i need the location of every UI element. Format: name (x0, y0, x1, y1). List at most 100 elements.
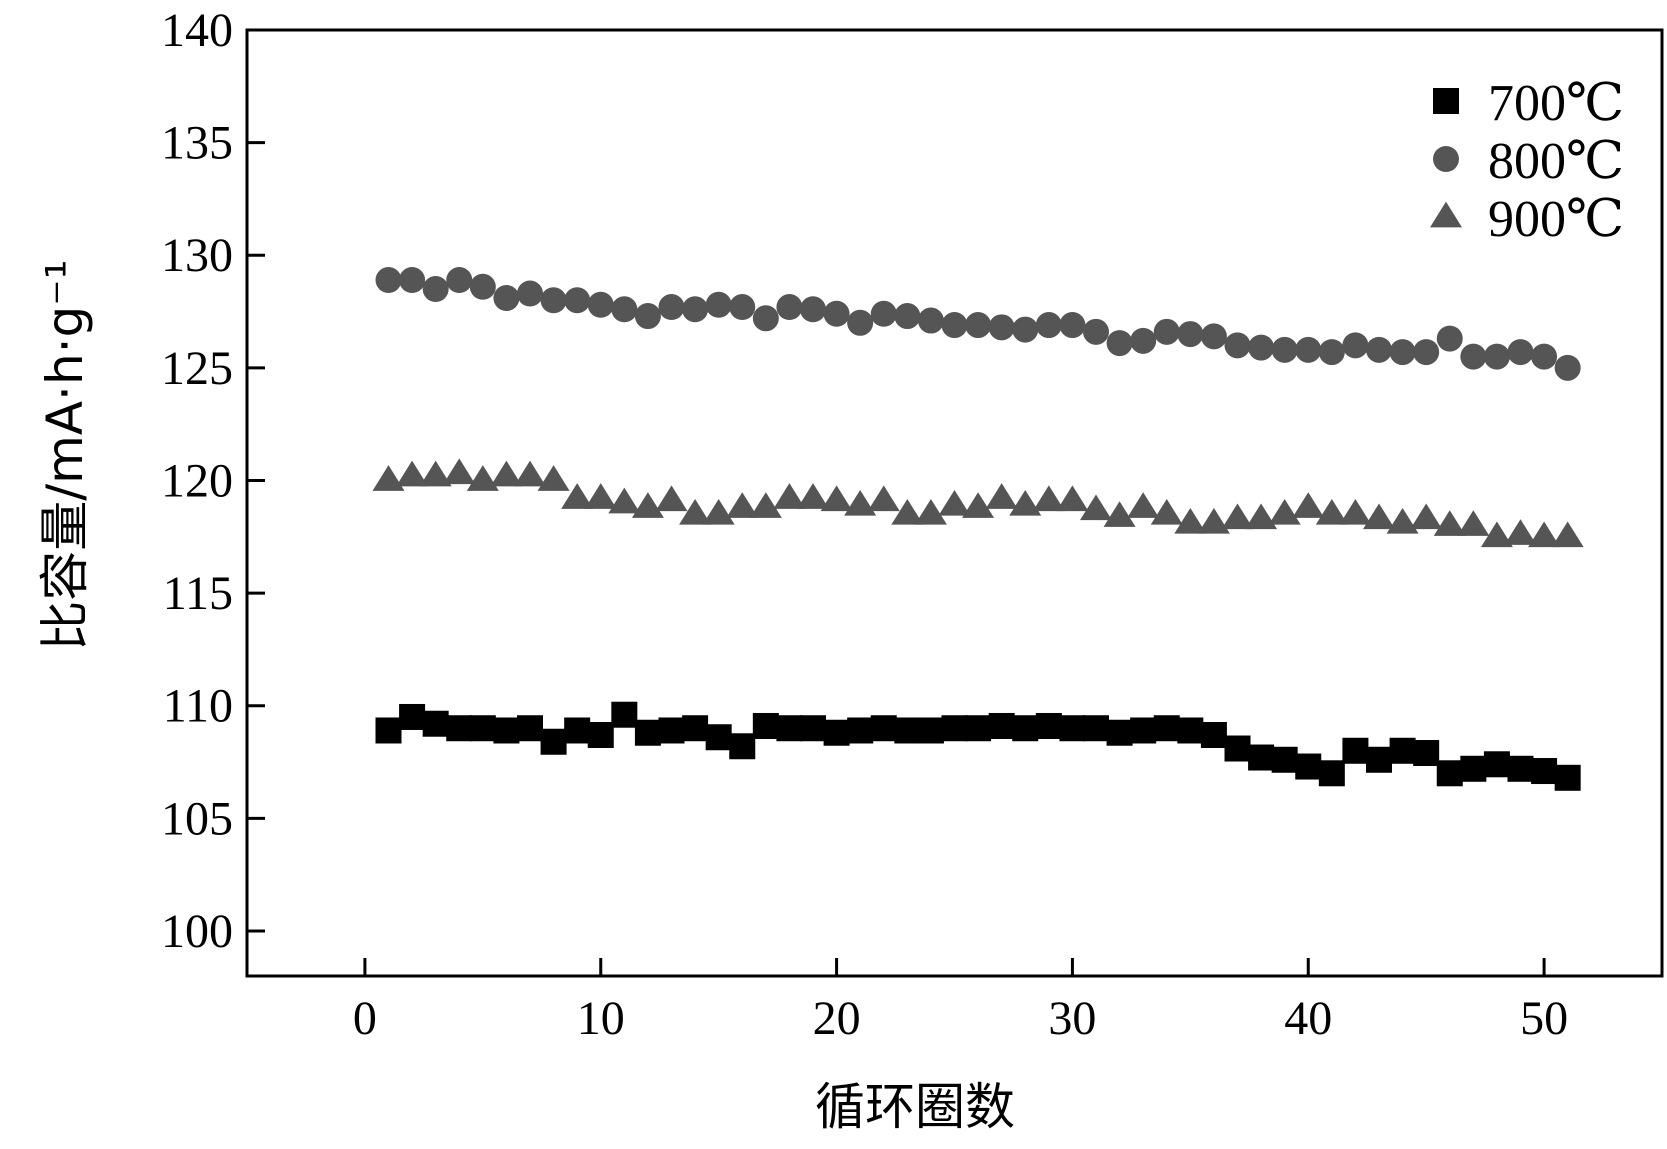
data-point (1130, 327, 1157, 354)
data-point (1342, 332, 1369, 359)
data-point (823, 719, 850, 746)
data-point (1083, 318, 1109, 345)
data-point (844, 489, 877, 516)
x-tick-label: 20 (813, 992, 861, 1045)
legend-marker (1430, 201, 1462, 228)
data-point (894, 303, 921, 330)
data-point (962, 492, 995, 518)
data-point (517, 280, 543, 307)
data-point (1200, 721, 1227, 748)
data-point (1177, 717, 1204, 744)
data-point (564, 717, 591, 744)
data-point (446, 715, 473, 742)
plot-frame (245, 28, 1664, 978)
data-point (1153, 318, 1180, 345)
data-point (375, 717, 402, 744)
data-point (776, 715, 803, 742)
data-point (1271, 746, 1298, 773)
data-point (823, 300, 850, 327)
data-point (1318, 760, 1345, 787)
data-point (1342, 737, 1369, 764)
axis-ticks (247, 28, 1546, 976)
data-point (658, 294, 685, 321)
data-point (1224, 332, 1251, 359)
y-tick-label: 115 (163, 567, 233, 620)
data-point (938, 489, 971, 516)
data-point (682, 296, 709, 323)
data-point (634, 719, 661, 746)
data-point (561, 483, 594, 509)
data-marks (372, 267, 1584, 791)
legend-item: 700℃ (1433, 75, 1624, 132)
data-point (1103, 501, 1136, 527)
y-axis-title: 比容量/mA·h·g⁻¹ (36, 259, 94, 650)
data-point (941, 312, 968, 339)
y-tick-label: 110 (163, 680, 233, 733)
series-1 (375, 701, 1581, 791)
data-point (679, 498, 712, 525)
data-point (443, 458, 476, 485)
data-point (1221, 503, 1254, 530)
data-point (1127, 492, 1160, 518)
x-tick-label: 0 (353, 992, 377, 1045)
data-point (422, 276, 449, 303)
data-point (1528, 521, 1561, 548)
data-point (375, 267, 402, 294)
data-point (797, 483, 829, 509)
legend-label: 900℃ (1488, 191, 1624, 248)
data-point (1483, 343, 1510, 370)
data-point (1554, 764, 1581, 791)
data-point (1248, 744, 1275, 771)
x-axis-title: 循环圈数 (815, 1078, 1015, 1136)
x-tick-label: 10 (577, 992, 625, 1045)
data-point (1035, 312, 1062, 339)
data-point (729, 294, 756, 321)
data-point (1009, 489, 1042, 516)
data-point (517, 715, 543, 742)
data-point (1271, 336, 1298, 363)
data-point (469, 273, 496, 300)
data-point (965, 312, 992, 339)
data-point (1153, 715, 1180, 742)
data-point (752, 712, 779, 739)
data-point (1059, 715, 1086, 742)
data-point (847, 717, 874, 744)
data-point (655, 485, 688, 512)
data-point (1035, 712, 1062, 739)
data-point (914, 498, 947, 525)
data-point (631, 492, 664, 518)
legend-marker (1433, 146, 1459, 172)
data-point (1197, 507, 1230, 534)
data-point (493, 717, 520, 744)
y-tick-label: 135 (161, 117, 233, 170)
data-point (705, 291, 732, 318)
data-point (726, 492, 759, 518)
data-point (399, 703, 426, 730)
data-point (540, 287, 567, 314)
data-point (469, 715, 496, 742)
y-tick-label: 120 (161, 454, 233, 507)
data-point (894, 717, 921, 744)
data-point (514, 460, 546, 487)
data-point (1315, 498, 1348, 525)
data-point (749, 492, 782, 518)
data-point (1032, 485, 1065, 512)
x-tick-label: 30 (1048, 992, 1096, 1045)
data-point (1507, 339, 1534, 366)
data-point (1410, 503, 1443, 530)
data-point (1389, 737, 1416, 764)
data-point (988, 712, 1015, 739)
data-point (800, 715, 826, 742)
y-tick-label: 100 (161, 905, 233, 958)
data-point (1080, 494, 1112, 521)
data-point (1292, 492, 1325, 518)
data-point (776, 294, 803, 321)
data-point (1366, 336, 1392, 363)
data-point (1531, 343, 1558, 370)
data-point (1056, 485, 1089, 512)
data-point (820, 485, 853, 512)
data-point (867, 485, 900, 512)
data-point (847, 309, 874, 336)
data-point (1174, 507, 1207, 534)
data-point (702, 498, 735, 525)
